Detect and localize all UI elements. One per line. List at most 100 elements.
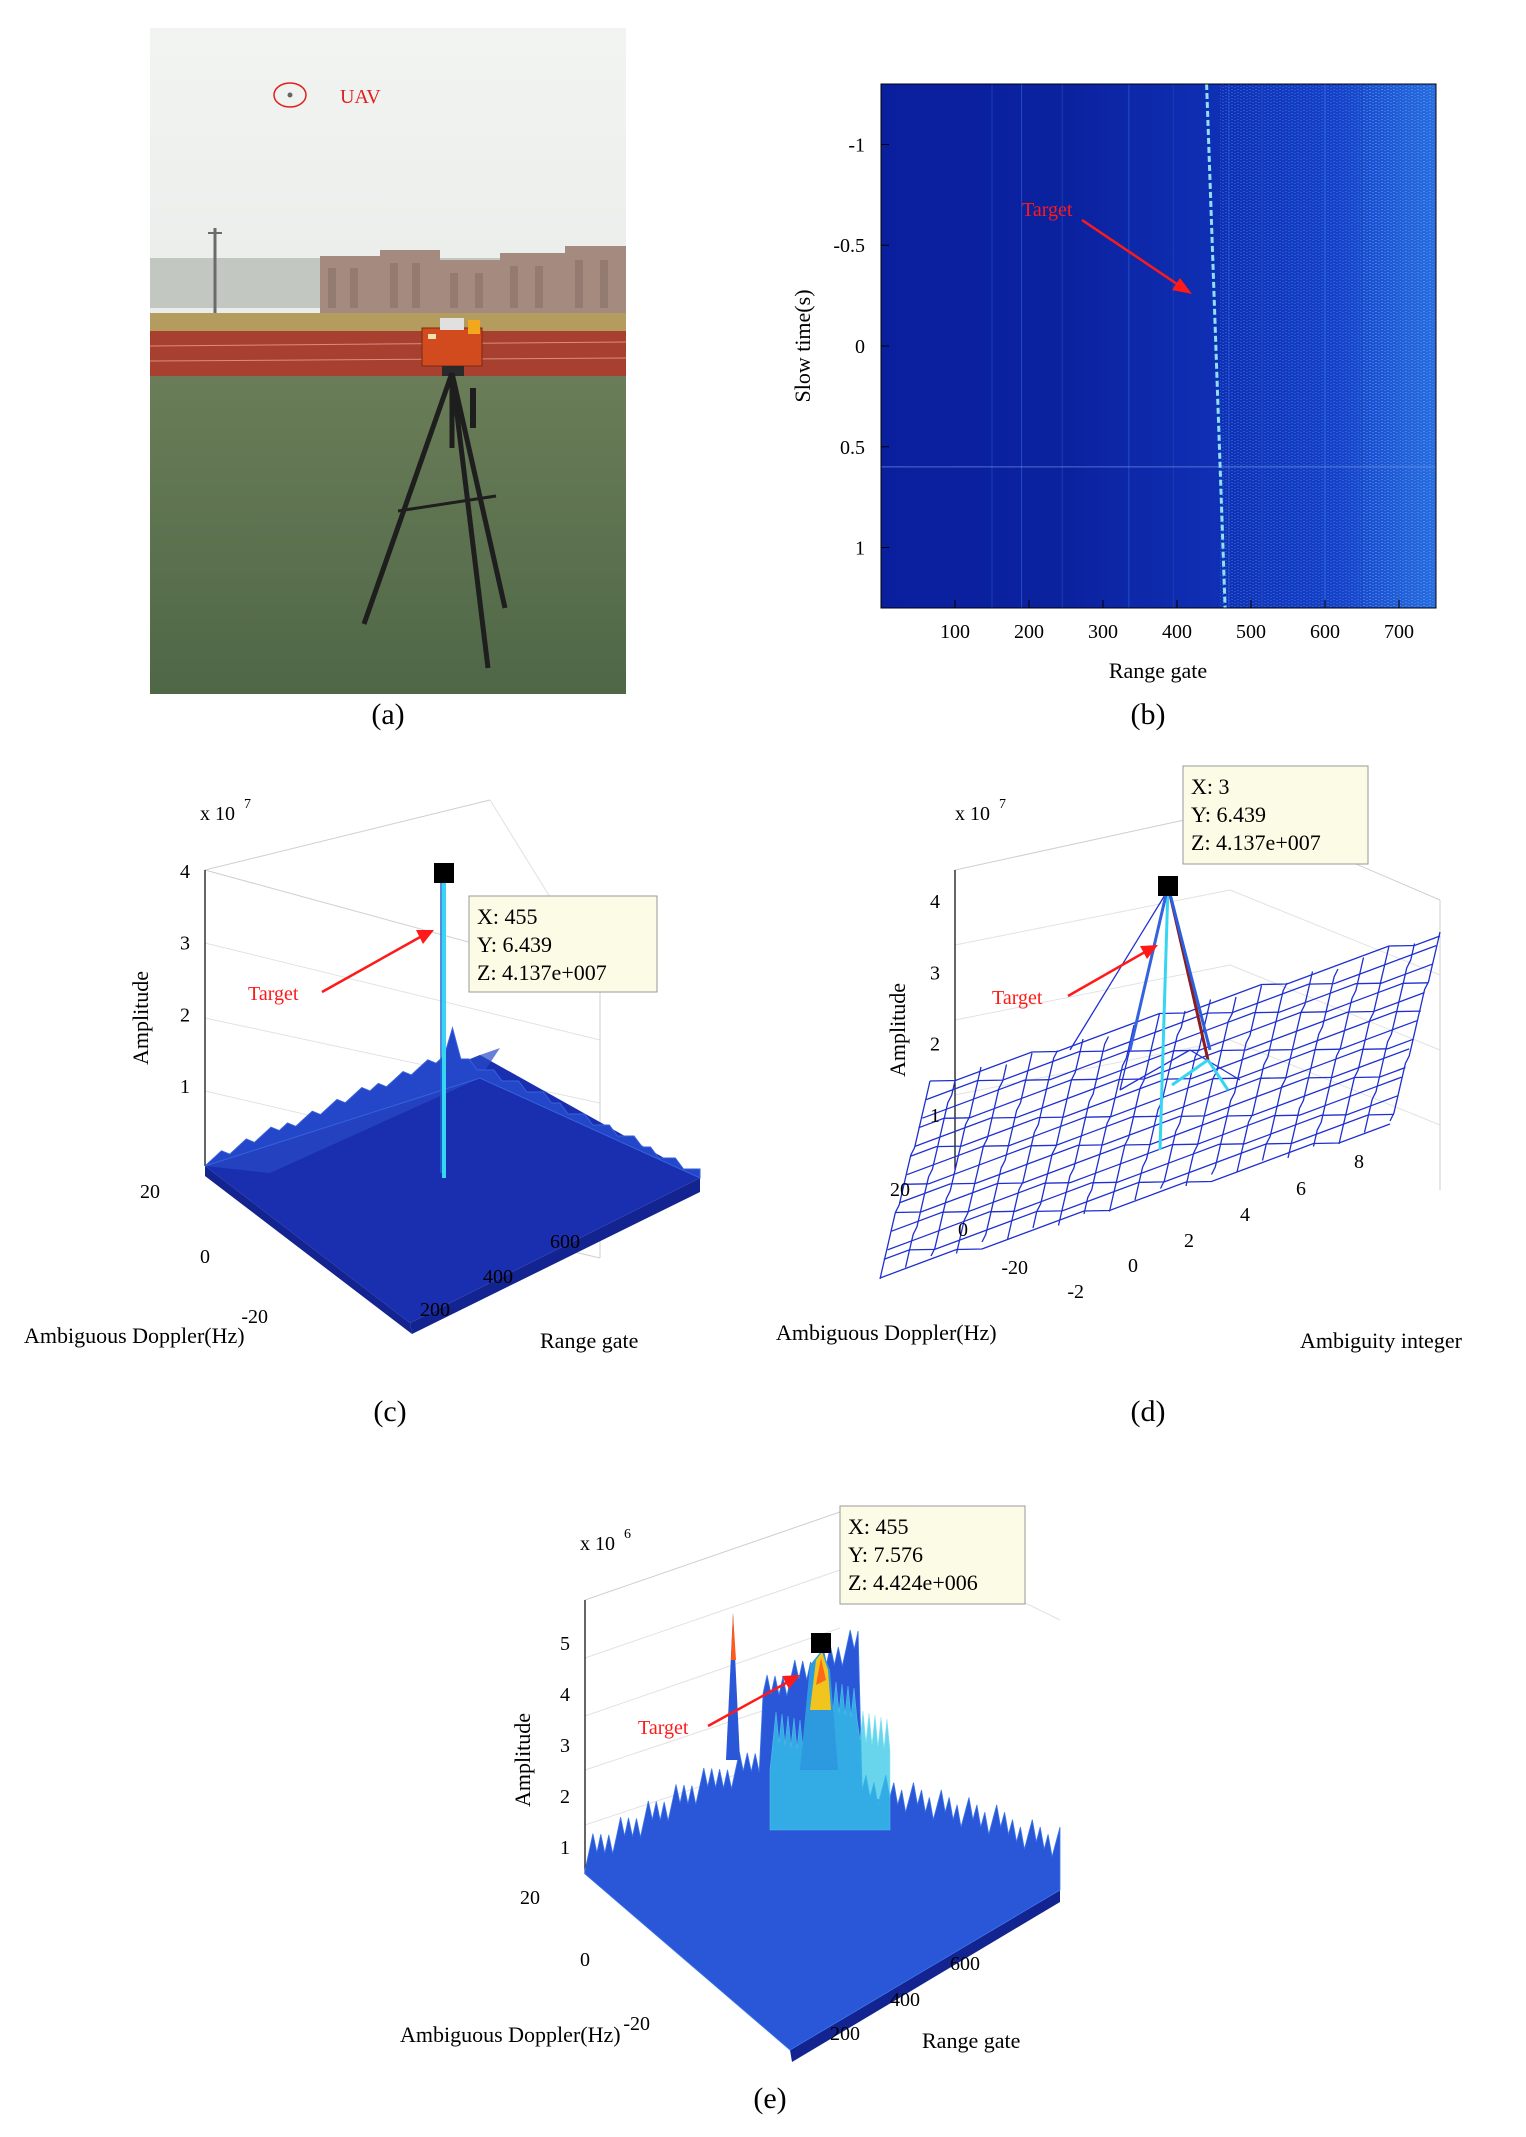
x-tick-label: 600 [950, 1953, 980, 1975]
x-tick-label: 0 [1128, 1255, 1138, 1277]
y-axis-ticks: -1 -0.5 0 0.5 1 [833, 134, 889, 560]
x-tick-label: 8 [1354, 1151, 1364, 1173]
x-axis-label: Range gate [922, 2028, 1020, 2053]
mesh-d-svg: X: 3 Y: 6.439 Z: 4.137e+007 Target x 10 … [776, 765, 1463, 1353]
z-scale: x 10 [200, 803, 235, 825]
x-tick-label: 100 [940, 621, 970, 643]
uav-circle [273, 82, 307, 108]
y-tick-label: 1 [855, 538, 865, 560]
chart-b: -1 -0.5 0 0.5 1 100 200 300 400 500 600 700 Range … [760, 60, 1480, 700]
y-axis-label: Slow time(s) [790, 289, 815, 402]
datatip-box: X: 455 Y: 7.576 Z: 4.424e+006 [839, 1505, 1026, 1605]
datatip-x: X: 3 [1191, 774, 1230, 799]
heatmap-svg: -1 -0.5 0 0.5 1 100 200 300 400 500 600 700 Range … [790, 83, 1437, 683]
datatip-marker [1158, 876, 1178, 896]
x-tick-label: 6 [1296, 1178, 1306, 1200]
datatip-marker [811, 1633, 831, 1653]
peak-lines [1128, 885, 1230, 1151]
z-axis-label: Amplitude [510, 1713, 535, 1807]
z-scale-exp: 6 [624, 1527, 631, 1542]
z-tick-label: 4 [180, 861, 190, 883]
x-tick-label: 400 [1162, 621, 1192, 643]
z-tick-label: 1 [930, 1105, 940, 1127]
surface-e-svg: X: 455 Y: 7.576 Z: 4.424e+006 Target x 1… [400, 1505, 1061, 2062]
datatip-marker [434, 863, 454, 883]
y-axis-ticks: 20 0 -20 [520, 1887, 650, 2035]
z-tick-label: 3 [180, 933, 190, 955]
target-annotation: Target [1022, 199, 1073, 221]
photo-panel: UAV [149, 28, 627, 694]
z-tick-label: 2 [560, 1786, 570, 1808]
x-tick-label: 200 [1014, 621, 1044, 643]
x-tick-label: 600 [550, 1231, 580, 1253]
z-scale: x 10 [580, 1533, 615, 1555]
z-axis-ticks: 1 2 3 4 5 [560, 1633, 570, 1859]
z-scale: x 10 [955, 803, 990, 825]
target-track [1205, 83, 1227, 609]
z-tick-label: 2 [930, 1034, 940, 1056]
z-axis-label: Amplitude [128, 971, 153, 1065]
x-tick-label: 2 [1184, 1230, 1194, 1252]
x-tick-label: 600 [1310, 621, 1340, 643]
y-tick-label: 0 [958, 1219, 968, 1241]
caption-a: (a) [371, 698, 405, 731]
x-tick-label: 300 [1088, 621, 1118, 643]
y-tick-label: 20 [520, 1887, 540, 1909]
x-axis-ticks: -2 0 2 4 6 8 [1067, 1151, 1364, 1303]
datatip-y: Y: 6.439 [1191, 802, 1266, 827]
z-scale-exp: 7 [999, 797, 1006, 812]
caption-d: (d) [1130, 1395, 1166, 1428]
z-scale-exp: 7 [244, 797, 251, 812]
target-arrow [1081, 218, 1181, 288]
x-tick-label: 400 [890, 1989, 920, 2011]
caption-b: (b) [1130, 698, 1166, 731]
x-tick-label: 400 [483, 1266, 513, 1288]
z-axis-ticks: 1 2 3 4 [180, 861, 190, 1098]
radar-device [421, 318, 483, 376]
chart-e: X: 455 Y: 7.576 Z: 4.424e+006 Target x 1… [390, 1470, 1130, 2070]
z-tick-label: 1 [560, 1837, 570, 1859]
target-annotation: Target [992, 987, 1043, 1009]
datatip-x: X: 455 [477, 904, 538, 929]
y-axis-label: Ambiguous Doppler(Hz) [400, 2022, 621, 2047]
y-tick-label: 0 [580, 1949, 590, 1971]
z-tick-label: 1 [180, 1076, 190, 1098]
plot-frame [880, 83, 1437, 609]
z-axis-ticks: 1 2 3 4 [930, 891, 940, 1127]
z-tick-label: 5 [560, 1633, 570, 1655]
x-axis-ticks: 200 400 600 [830, 1953, 980, 2045]
target-arrowhead [1172, 278, 1192, 294]
z-tick-label: 4 [560, 1684, 570, 1706]
x-axis-ticks: 100 200 300 400 500 600 700 [880, 83, 1437, 643]
target-arrowhead [1140, 945, 1158, 959]
y-tick-label: 0 [200, 1246, 210, 1268]
target-arrow [707, 1680, 789, 1728]
x-tick-label: 200 [420, 1299, 450, 1321]
y-axis-label: Ambiguous Doppler(Hz) [24, 1323, 245, 1348]
x-tick-label: -2 [1067, 1281, 1084, 1303]
datatip-z: Z: 4.424e+006 [848, 1570, 978, 1595]
grass [150, 376, 626, 694]
heatmap-streaks [991, 84, 1400, 608]
z-tick-label: 2 [180, 1004, 190, 1026]
caption-c: (c) [373, 1395, 407, 1428]
datatip-z: Z: 4.137e+007 [1191, 830, 1321, 855]
y-tick-label: -20 [1001, 1257, 1028, 1279]
x-tick-label: 500 [1236, 621, 1266, 643]
uav-icon [287, 92, 293, 98]
surface-mesh [205, 1055, 700, 1323]
radar-photo: UAV [149, 28, 627, 694]
y-tick-label: -20 [623, 2013, 650, 2035]
y-tick-label: -0.5 [833, 235, 865, 257]
y-tick-label: -20 [241, 1306, 268, 1328]
y-tick-label: 20 [140, 1181, 160, 1203]
target-arrowhead [782, 1675, 800, 1689]
mesh-lines [879, 889, 1441, 1280]
target-annotation: Target [248, 983, 299, 1005]
x-tick-label: 700 [1384, 621, 1414, 643]
datatip-y: Y: 6.439 [477, 932, 552, 957]
running-track [150, 331, 626, 376]
target-arrow [1067, 950, 1146, 998]
z-tick-label: 3 [930, 962, 940, 984]
datatip-y: Y: 7.576 [848, 1542, 923, 1567]
